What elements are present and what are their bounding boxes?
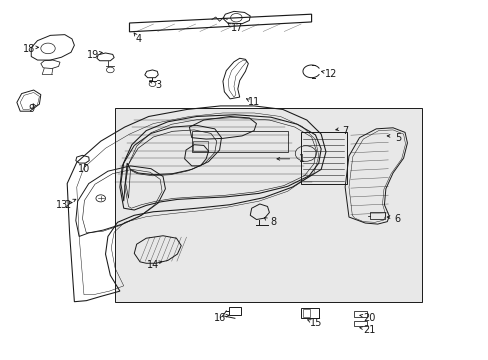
Text: 2: 2 <box>64 200 70 210</box>
Bar <box>369 212 385 219</box>
Text: 11: 11 <box>247 98 260 107</box>
Text: 7: 7 <box>341 126 347 136</box>
Text: 17: 17 <box>231 23 243 33</box>
Bar <box>191 131 287 152</box>
Bar <box>301 308 319 318</box>
Bar <box>353 321 366 326</box>
Text: 16: 16 <box>214 312 226 323</box>
Bar <box>193 141 207 151</box>
Text: 15: 15 <box>309 318 322 328</box>
Text: 4: 4 <box>136 34 142 44</box>
Text: 12: 12 <box>324 69 336 79</box>
Text: 9: 9 <box>28 104 34 114</box>
Bar <box>301 132 346 184</box>
Text: 1: 1 <box>298 154 305 164</box>
Text: 19: 19 <box>87 50 100 60</box>
Text: 13: 13 <box>56 200 68 210</box>
Bar <box>353 311 366 317</box>
FancyBboxPatch shape <box>115 108 421 302</box>
Text: 10: 10 <box>78 165 90 174</box>
Bar <box>303 309 309 317</box>
Text: 18: 18 <box>22 45 35 54</box>
Text: 8: 8 <box>270 217 276 227</box>
Text: 6: 6 <box>394 214 400 224</box>
Text: 14: 14 <box>147 260 159 270</box>
Text: 5: 5 <box>394 133 400 143</box>
Text: 21: 21 <box>362 325 374 335</box>
Text: 3: 3 <box>155 80 161 90</box>
Text: 20: 20 <box>362 312 374 323</box>
Bar <box>229 307 241 315</box>
